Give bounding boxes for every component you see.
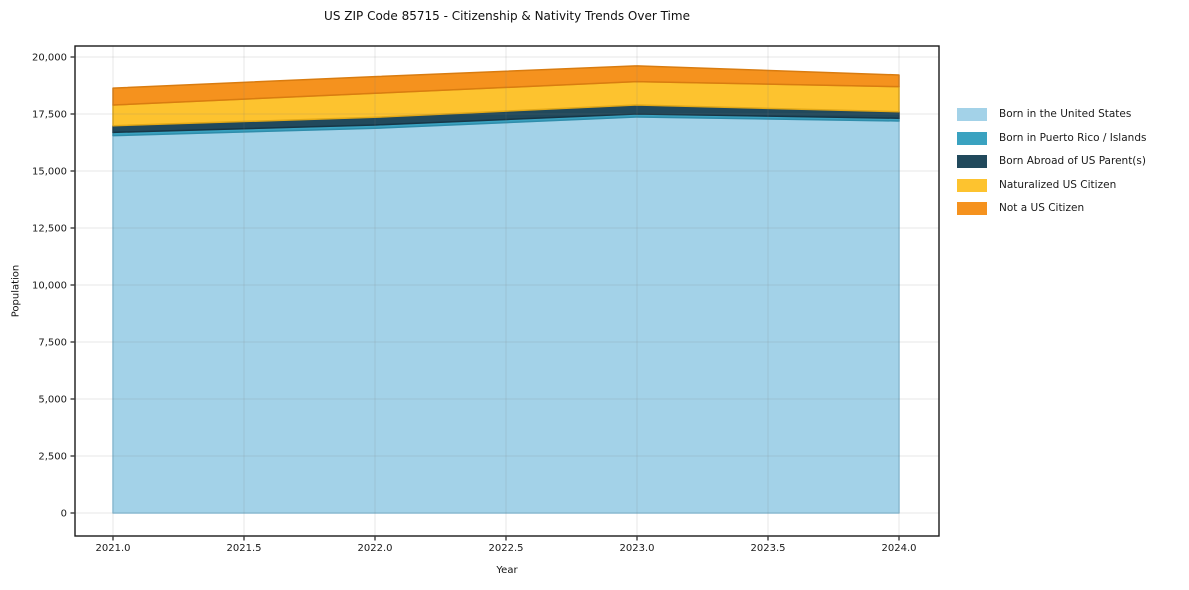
x-tick-label: 2023.5 [751,543,786,554]
legend-swatch-born-in-puerto-rico [957,131,987,145]
legend-item: Not a US Citizen [957,202,1146,215]
legend-swatch-born-abroad [957,155,987,168]
x-tick-label: 2023.0 [620,543,655,554]
legend-label: Not a US Citizen [999,202,1085,214]
area-not-a-us-citizen [112,65,900,106]
legend-item: Born Abroad of US Parent(s) [957,155,1146,168]
legend-swatch-naturalized [957,178,987,192]
y-tick-label: 5,000 [38,395,67,406]
y-tick-label: 7,500 [38,338,67,349]
x-tick-label: 2021.0 [96,543,131,554]
y-tick-label: 17,500 [32,110,67,121]
y-tick-label: 0 [61,509,67,520]
axes-frame [74,45,940,537]
x-tick-label: 2022.5 [489,543,524,554]
legend-swatch-not-citizen [957,202,987,215]
y-tick-label: 20,000 [32,53,67,64]
y-tick-label: 15,000 [32,167,67,178]
legend-label: Born Abroad of US Parent(s) [999,155,1146,167]
legend-label: Born in the United States [999,108,1132,120]
x-tick-label: 2021.5 [227,543,262,554]
y-tick-label: 10,000 [32,281,67,292]
y-tick-label: 2,500 [38,452,67,463]
legend-item: Born in the United States [957,108,1146,121]
legend-label: Born in Puerto Rico / Islands [999,131,1147,144]
x-tick-label: 2024.0 [882,543,917,554]
x-axis-label: Year [496,565,518,576]
legend: Born in the United States Born in Puerto… [957,108,1146,215]
y-tick-label: 12,500 [32,224,67,235]
x-tick-label: 2022.0 [358,543,393,554]
legend-item: Naturalized US Citizen [957,178,1146,192]
chart-title: US ZIP Code 85715 - Citizenship & Nativi… [324,9,690,23]
y-axis-label: Population [10,264,22,318]
legend-item: Born in Puerto Rico / Islands [957,131,1147,145]
legend-label: Naturalized US Citizen [999,178,1117,191]
legend-swatch-born-in-us [957,108,987,121]
